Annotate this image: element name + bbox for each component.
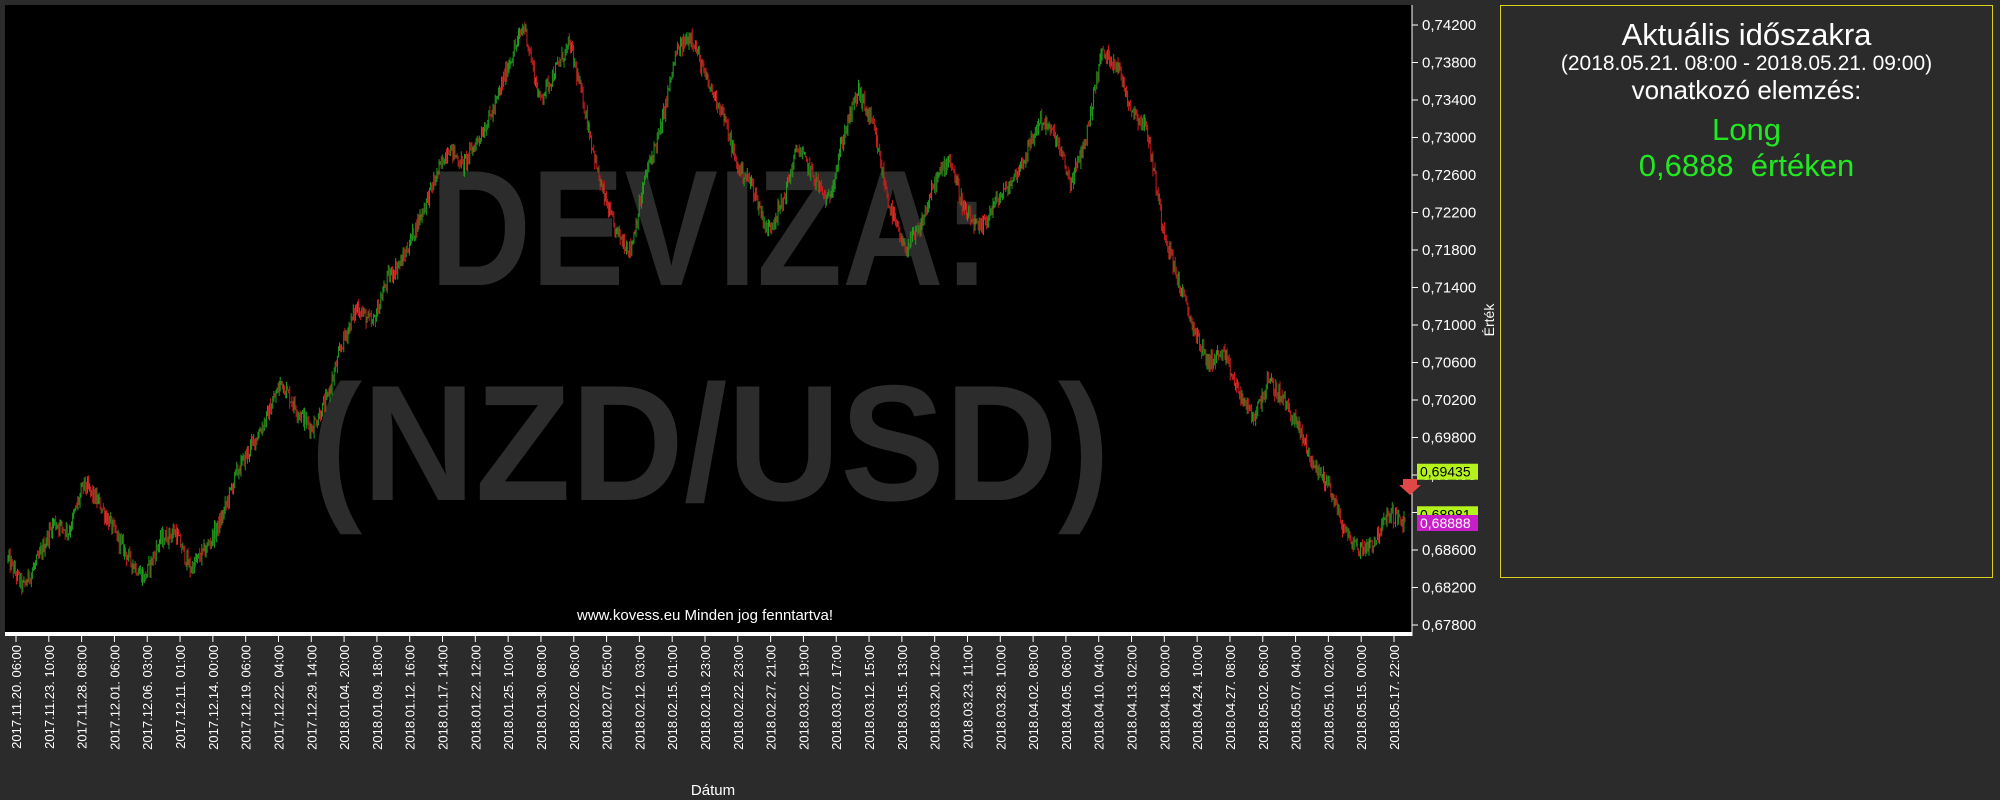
x-tick-label: 2018.04.02. 08:00	[1026, 645, 1041, 750]
y-tick-label: 0,69800	[1422, 430, 1476, 447]
x-tick-label: 2017.12.11. 01:00	[173, 645, 188, 749]
x-tick-label: 2018.02.15. 01:00	[665, 645, 680, 750]
y-tick-label: 0,71000	[1422, 317, 1476, 334]
y-tick-label: 0,67800	[1422, 617, 1476, 634]
x-tick-label: 2017.12.22. 04:00	[271, 645, 286, 750]
x-tick-label: 2018.01.17. 14:00	[436, 645, 451, 750]
watermark: DEVIZA: (NZD/USD)	[310, 136, 1110, 535]
last-value-label: 0,68888	[1420, 515, 1471, 531]
y-axis-label: Érték	[1481, 303, 1497, 337]
x-tick-label: 2018.03.20. 12:00	[928, 645, 943, 750]
analysis-title: Aktuális időszakra	[1621, 17, 1872, 52]
x-tick-label: 2018.02.19. 23:00	[698, 645, 713, 750]
x-tick-label: 2018.01.04. 20:00	[337, 645, 352, 750]
x-tick-label: 2018.04.27. 08:00	[1223, 645, 1238, 750]
y-tick-label: 0,72600	[1422, 167, 1476, 184]
x-tick-label: 2018.03.23. 11:00	[960, 645, 975, 749]
x-axis-line	[5, 632, 1412, 636]
analysis-value: 0,6888 értéken	[1638, 148, 1855, 183]
x-tick-label: 2018.05.10. 02:00	[1321, 645, 1336, 750]
x-tick-label: 2018.05.17. 22:00	[1387, 645, 1402, 750]
x-tick-label: 2018.05.15. 00:00	[1354, 645, 1369, 750]
y-tick-label: 0,71800	[1422, 242, 1476, 259]
x-tick-label: 2017.11.20. 06:00	[9, 645, 24, 749]
watermark-line-2: (NZD/USD)	[310, 351, 1110, 535]
x-tick-label: 2018.03.07. 17:00	[829, 645, 844, 750]
x-tick-label: 2018.03.15. 13:00	[895, 645, 910, 750]
y-tick-label: 0,73000	[1422, 130, 1476, 147]
x-tick-label: 2018.01.22. 12:00	[468, 645, 483, 750]
y-tick-label: 0,68600	[1422, 542, 1476, 559]
y-tick-label: 0,73800	[1422, 55, 1476, 72]
plot-background	[5, 5, 1412, 633]
x-tick-label: 2018.01.09. 18:00	[370, 645, 385, 750]
y-tick-label: 0,68200	[1422, 580, 1476, 597]
x-tick-label: 2017.12.29. 14:00	[304, 645, 319, 750]
x-tick-label: 2018.02.02. 06:00	[567, 645, 582, 750]
x-tick-label: 2018.04.05. 06:00	[1059, 645, 1074, 750]
y-tick-label: 0,70600	[1422, 355, 1476, 372]
copyright-text: www.kovess.eu Minden jog fenntartva!	[576, 607, 833, 624]
x-tick-label: 2018.01.12. 16:00	[403, 645, 418, 750]
x-tick-label: 2018.02.12. 03:00	[632, 645, 647, 750]
analysis-period: (2018.05.21. 08:00 - 2018.05.21. 09:00)	[1560, 52, 1933, 75]
analysis-panel: Aktuális időszakra (2018.05.21. 08:00 - …	[1500, 5, 1993, 578]
x-tick-label: 2017.12.06. 03:00	[140, 645, 155, 750]
x-tick-label: 2018.02.07. 05:00	[600, 645, 615, 750]
x-axis-label: Dátum	[691, 782, 735, 799]
y-tick-label: 0,74200	[1422, 17, 1476, 34]
x-tick-label: 2018.04.24. 10:00	[1190, 645, 1205, 750]
y-tick-label: 0,73400	[1422, 92, 1476, 109]
x-tick-label: 2018.03.12. 15:00	[862, 645, 877, 750]
x-tick-label: 2017.12.01. 06:00	[107, 645, 122, 750]
sell-arrow-marker	[1399, 479, 1421, 495]
x-tick-label: 2018.05.02. 06:00	[1256, 645, 1271, 750]
last-value-label: 0,69435	[1420, 464, 1471, 480]
x-tick-label: 2018.01.25. 10:00	[501, 645, 516, 750]
candles	[7, 21, 1406, 595]
x-tick-label: 2018.01.30. 08:00	[534, 645, 549, 750]
x-tick-label: 2018.02.27. 21:00	[764, 645, 779, 750]
y-tick-label: 0,71400	[1422, 280, 1476, 297]
x-tick-label: 2018.05.07. 04:00	[1289, 645, 1304, 750]
x-tick-label: 2018.02.22. 23:00	[731, 645, 746, 750]
x-tick-label: 2018.03.28. 10:00	[993, 645, 1008, 750]
last-value-box	[1417, 463, 1478, 480]
y-tick-label: 0,72200	[1422, 205, 1476, 222]
x-tick-label: 2018.04.13. 02:00	[1125, 645, 1140, 750]
x-axis-ticks: 2017.11.20. 06:00 2017.11.23. 10:00 2017.1…	[9, 636, 1402, 750]
x-tick-label: 2018.04.18. 00:00	[1157, 645, 1172, 750]
x-tick-label: 2017.11.28. 08:00	[75, 645, 90, 749]
analysis-subtitle: vonatkozó elemzés:	[1631, 75, 1862, 105]
analysis-signal: Long	[1712, 112, 1781, 147]
y-tick-label: 0,70200	[1422, 392, 1476, 409]
x-tick-label: 2018.04.10. 04:00	[1092, 645, 1107, 750]
x-tick-label: 2017.12.14. 00:00	[206, 645, 221, 750]
watermark-line-1: DEVIZA:	[430, 136, 990, 320]
x-tick-label: 2017.12.19. 06:00	[239, 645, 254, 750]
x-tick-label: 2018.03.02. 19:00	[796, 645, 811, 750]
x-tick-label: 2017.11.23. 10:00	[42, 645, 57, 749]
last-value-box	[1417, 515, 1478, 531]
y-axis-ticks: 0,74200 0,73800 0,73400 0,73000 0,72600 0,722…	[1412, 17, 1476, 634]
